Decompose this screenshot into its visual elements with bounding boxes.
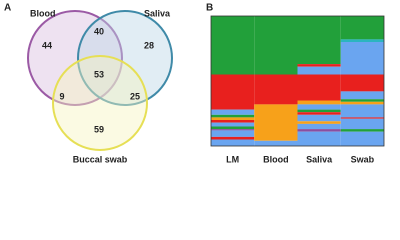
segment: [297, 121, 341, 124]
segment: [340, 74, 384, 92]
set-circle: [27, 10, 123, 106]
segment: [297, 129, 341, 132]
set-label: Saliva: [144, 8, 171, 18]
segment: [254, 74, 298, 105]
segment: [211, 139, 255, 146]
segment: [211, 120, 255, 123]
segment: [211, 126, 255, 130]
set-circle: [77, 10, 173, 106]
stacked-columns: LM Blood Saliva Swab: [210, 15, 385, 164]
segment: [211, 16, 255, 75]
segment: [254, 140, 298, 146]
set-label: Blood: [30, 8, 56, 18]
segment: [211, 109, 255, 115]
segment: [297, 123, 341, 130]
x-tick-label: LM: [226, 154, 239, 164]
region-count: 59: [94, 124, 104, 134]
segment: [211, 136, 255, 140]
segment: [297, 64, 341, 67]
set-label: Buccal swab: [73, 154, 128, 164]
segment: [297, 66, 341, 75]
segment: [211, 74, 255, 110]
segment: [297, 104, 341, 110]
segment: [340, 16, 384, 40]
set-circle: [52, 55, 148, 151]
panel-label: A: [4, 3, 11, 14]
segment: [297, 16, 341, 65]
segment: [340, 118, 384, 130]
segment: [211, 117, 255, 120]
segment: [340, 101, 384, 105]
segment: [297, 112, 341, 115]
segment: [211, 129, 255, 131]
plot-frame: [210, 15, 385, 147]
segment: [297, 109, 341, 113]
segment: [297, 131, 341, 146]
segment: [340, 42, 384, 75]
segment: [254, 104, 298, 141]
segment: [211, 114, 255, 118]
segment: [297, 74, 341, 101]
segment: [340, 131, 384, 146]
segment: [254, 16, 298, 75]
region-count: 53: [94, 69, 104, 79]
segment: [340, 99, 384, 102]
region-count: 9: [59, 91, 64, 101]
segment: [297, 114, 341, 122]
segment: [340, 129, 384, 132]
x-tick-label: Swab: [351, 154, 375, 164]
venn-diagram: Blood Saliva Buccal swab 44 40 28 53 9 25 59: [27, 8, 173, 164]
segment: [211, 122, 255, 127]
segment: [211, 130, 255, 137]
segment: [340, 117, 384, 119]
region-count: 25: [130, 91, 140, 101]
region-count: 28: [144, 40, 154, 50]
segment: [340, 91, 384, 100]
x-tick-label: Saliva: [306, 154, 333, 164]
segment: [340, 39, 384, 42]
region-count: 44: [42, 40, 52, 50]
region-count: 40: [94, 26, 104, 36]
segment: [297, 100, 341, 105]
panel-label: B: [206, 3, 213, 14]
segment: [340, 104, 384, 118]
x-tick-label: Blood: [263, 154, 289, 164]
